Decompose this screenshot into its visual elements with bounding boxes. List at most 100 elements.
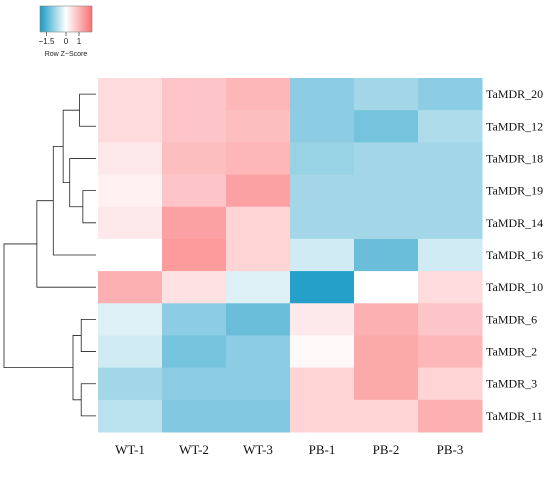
column-labels: WT-1 WT-2 WT-3 PB-1 PB-2 PB-3: [115, 442, 463, 457]
heatmap-cell-tamdr-14-wt-1: [98, 206, 163, 240]
row-label-tamdr-20: TaMDR_20: [486, 87, 543, 101]
heatmap-cell-tamdr-18-wt-1: [98, 142, 163, 176]
column-label-pb-3: PB-3: [437, 442, 464, 457]
dendrogram-branch: [36, 200, 96, 288]
heatmap-cell-tamdr-18-pb-1: [290, 142, 355, 176]
heatmap-cell-tamdr-19-pb-1: [290, 174, 355, 208]
heatmap-cell-tamdr-18-wt-2: [162, 142, 227, 176]
heatmap-cell-tamdr-16-pb-1: [290, 238, 355, 272]
heatmap-cells: [98, 78, 483, 433]
row-label-tamdr-14: TaMDR_14: [486, 216, 543, 230]
row-label-tamdr-10: TaMDR_10: [486, 280, 543, 294]
heatmap-cell-tamdr-10-pb-2: [354, 271, 419, 304]
heatmap-cell-tamdr-6-pb-1: [290, 303, 355, 336]
heatmap-cell-tamdr-12-wt-2: [162, 110, 227, 143]
dendrogram-branch: [3, 243, 73, 369]
heatmap-cell-tamdr-6-wt-3: [226, 303, 291, 336]
column-label-pb-2: PB-2: [373, 442, 400, 457]
heatmap-cell-tamdr-10-wt-3: [226, 271, 291, 304]
heatmap-cell-tamdr-19-wt-3: [226, 174, 291, 208]
heatmap-cell-tamdr-20-pb-1: [290, 78, 355, 111]
dendrogram-branch: [72, 335, 82, 401]
column-label-wt-3: WT-3: [243, 442, 273, 457]
row-label-tamdr-12: TaMDR_12: [486, 119, 543, 133]
dendrogram-branch: [80, 383, 96, 417]
heatmap-cell-tamdr-14-wt-2: [162, 206, 227, 240]
heatmap-cell-tamdr-12-pb-1: [290, 110, 355, 143]
heatmap-cell-tamdr-14-wt-3: [226, 206, 291, 240]
heatmap-cell-tamdr-3-wt-3: [226, 367, 291, 401]
dendrogram-branch: [62, 109, 80, 183]
dendrogram-branch: [79, 93, 96, 127]
heatmap-cell-tamdr-10-pb-3: [418, 271, 483, 304]
heatmap-cell-tamdr-20-wt-1: [98, 78, 163, 111]
column-label-wt-2: WT-2: [179, 442, 209, 457]
heatmap-cell-tamdr-3-wt-1: [98, 367, 163, 401]
heatmap-cell-tamdr-3-wt-2: [162, 367, 227, 401]
row-label-tamdr-3: TaMDR_3: [486, 377, 537, 391]
heatmap-cell-tamdr-6-wt-1: [98, 303, 163, 336]
heatmap-cell-tamdr-6-pb-2: [354, 303, 419, 336]
dendrogram-branch: [69, 158, 96, 208]
heatmap-cell-tamdr-20-wt-2: [162, 78, 227, 111]
heatmap-cell-tamdr-19-wt-2: [162, 174, 227, 208]
row-label-tamdr-2: TaMDR_2: [486, 345, 537, 359]
heatmap-cell-tamdr-6-wt-2: [162, 303, 227, 336]
heatmap-cell-tamdr-12-pb-3: [418, 110, 483, 143]
color-key-tick-label: 0: [64, 37, 69, 46]
heatmap-cell-tamdr-12-pb-2: [354, 110, 419, 143]
row-label-tamdr-6: TaMDR_6: [486, 312, 537, 326]
heatmap-cell-tamdr-16-wt-2: [162, 238, 227, 272]
color-key-tick-label: 1: [77, 37, 82, 46]
heatmap-cell-tamdr-10-wt-2: [162, 271, 227, 304]
heatmap-cell-tamdr-16-wt-1: [98, 238, 163, 272]
heatmap-cell-tamdr-11-wt-3: [226, 399, 291, 433]
row-label-tamdr-18: TaMDR_18: [486, 151, 543, 165]
color-key-title: Row Z−Score: [45, 51, 88, 58]
heatmap-cell-tamdr-6-pb-3: [418, 303, 483, 336]
dendrogram-branch: [52, 145, 96, 256]
heatmap-cell-tamdr-11-wt-2: [162, 399, 227, 433]
heatmap-cell-tamdr-20-pb-2: [354, 78, 419, 111]
heatmap-cell-tamdr-19-pb-2: [354, 174, 419, 208]
heatmap-cell-tamdr-20-pb-3: [418, 78, 483, 111]
heatmap-cell-tamdr-2-wt-2: [162, 335, 227, 369]
row-label-tamdr-11: TaMDR_11: [486, 409, 543, 423]
column-label-pb-1: PB-1: [309, 442, 336, 457]
heatmap-cell-tamdr-2-pb-1: [290, 335, 355, 369]
row-label-tamdr-19: TaMDR_19: [486, 184, 543, 198]
heatmap-cell-tamdr-3-pb-2: [354, 367, 419, 401]
heatmap-cell-tamdr-3-pb-1: [290, 367, 355, 401]
heatmap-cell-tamdr-10-pb-1: [290, 271, 355, 304]
heatmap-cell-tamdr-2-pb-2: [354, 335, 419, 369]
color-key-tick-label: −1.5: [39, 37, 55, 46]
dendrogram-branch: [80, 318, 96, 352]
heatmap-cell-tamdr-2-wt-3: [226, 335, 291, 369]
row-labels: TaMDR_20 TaMDR_12 TaMDR_18 TaMDR_19 TaMDR_14…: [486, 87, 543, 423]
heatmap-cell-tamdr-2-wt-1: [98, 335, 163, 369]
heatmap-cell-tamdr-18-pb-2: [354, 142, 419, 176]
heatmap-cell-tamdr-16-pb-2: [354, 238, 419, 272]
color-key-bar: [39, 5, 93, 33]
color-key-legend: −1.5 0 1 Row Z−Score: [39, 5, 93, 58]
heatmap-cell-tamdr-18-pb-3: [418, 142, 483, 176]
heatmap-cell-tamdr-16-pb-3: [418, 238, 483, 272]
row-dendrogram: [3, 93, 96, 417]
heatmap-cell-tamdr-3-pb-3: [418, 367, 483, 401]
column-label-wt-1: WT-1: [115, 442, 145, 457]
row-label-tamdr-16: TaMDR_16: [486, 248, 543, 262]
heatmap-cell-tamdr-18-wt-3: [226, 142, 291, 176]
heatmap-cell-tamdr-11-pb-2: [354, 399, 419, 433]
heatmap-cell-tamdr-12-wt-3: [226, 110, 291, 143]
heatmap-cell-tamdr-16-wt-3: [226, 238, 291, 272]
heatmap-cell-tamdr-12-wt-1: [98, 110, 163, 143]
heatmap-cell-tamdr-14-pb-3: [418, 206, 483, 240]
heatmap-cell-tamdr-14-pb-1: [290, 206, 355, 240]
heatmap-cell-tamdr-10-wt-1: [98, 271, 163, 304]
heatmap-cell-tamdr-14-pb-2: [354, 206, 419, 240]
heatmap-cell-tamdr-19-wt-1: [98, 174, 163, 208]
heatmap-cell-tamdr-19-pb-3: [418, 174, 483, 208]
heatmap-cell-tamdr-2-pb-3: [418, 335, 483, 369]
heatmap-cell-tamdr-11-wt-1: [98, 399, 163, 433]
